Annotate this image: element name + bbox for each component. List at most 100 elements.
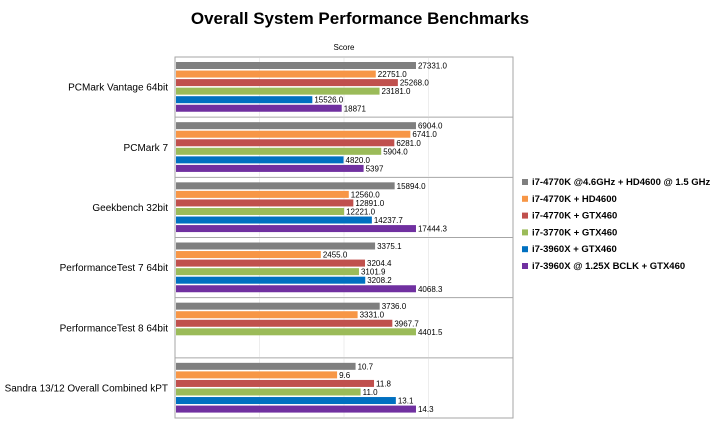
legend-label: i7-3960X @ 1.25X BCLK + GTX460	[532, 261, 685, 272]
bar	[176, 405, 416, 413]
legend-swatch	[522, 195, 528, 202]
bar	[176, 139, 395, 147]
bar	[176, 207, 345, 215]
category-group: Sandra 13/12 Overall Combined kPT 10.7 9.6…	[5, 357, 513, 417]
bar	[176, 251, 321, 259]
bar	[176, 388, 361, 396]
bar	[176, 302, 380, 310]
data-label: 13.1	[398, 397, 414, 406]
bar	[176, 87, 380, 95]
bar	[176, 122, 416, 130]
data-label: 17444.3	[418, 225, 447, 234]
data-label: 4820.0	[346, 156, 371, 165]
legend: i7-4770K @4.6GHz + HD4600 @ 1.5 GHz i7-47…	[522, 177, 711, 272]
data-label: 6741.0	[412, 130, 437, 139]
bar	[176, 311, 358, 319]
data-label: 10.7	[358, 362, 374, 371]
bar	[176, 190, 349, 198]
data-label: 14237.7	[374, 216, 403, 225]
data-label: 11.8	[376, 379, 392, 388]
legend-item: i7-4770K @4.6GHz + HD4600 @ 1.5 GHz	[522, 177, 711, 188]
legend-label: i7-3770K + GTX460	[532, 227, 617, 238]
bar	[176, 397, 396, 405]
data-label: 2455.0	[323, 251, 348, 260]
legend-swatch	[522, 263, 528, 269]
bar	[176, 62, 416, 69]
category-label: PCMark Vantage 64bit	[68, 83, 168, 94]
bar	[176, 79, 398, 87]
bar	[176, 328, 416, 336]
bar	[176, 285, 416, 293]
data-label: 11.0	[363, 388, 379, 397]
legend-swatch	[522, 246, 528, 253]
data-label: 3204.4	[367, 259, 392, 268]
legend-item: i7-3960X @ 1.25X BCLK + GTX460	[522, 261, 685, 272]
category-group: PCMark Vantage 64bit 27331.0 22751.025268.…	[68, 58, 447, 117]
data-label: 15526.0	[314, 96, 343, 105]
bar	[176, 130, 411, 138]
data-label: 18871	[344, 104, 367, 113]
data-label: 5904.0	[383, 147, 408, 156]
bar	[176, 259, 366, 267]
data-label: 14.3	[418, 405, 434, 414]
bar	[176, 164, 364, 172]
data-label: 12221.0	[346, 207, 375, 216]
data-label: 3208.2	[367, 276, 392, 285]
category-group: PerformanceTest 7 64bit 3375.1 2455.0 3204.…	[60, 237, 513, 297]
legend-item: i7-4770K + HD4600	[522, 194, 617, 205]
chart-title: Overall System Performance Benchmarks	[191, 9, 529, 28]
data-label: 25268.0	[400, 79, 429, 88]
bar	[176, 104, 342, 112]
legend-label: i7-4770K @4.6GHz + HD4600 @ 1.5 GHz	[532, 177, 711, 188]
legend-item: i7-4770K + GTX460	[522, 211, 617, 222]
bar	[176, 319, 393, 327]
bar	[176, 379, 375, 387]
bar	[176, 268, 359, 276]
bar	[176, 96, 313, 104]
data-label: 9.6	[339, 371, 351, 380]
legend-label: i7-4770K + HD4600	[532, 194, 617, 205]
bar	[176, 156, 344, 164]
data-label: 6904.0	[418, 122, 443, 131]
bar	[176, 70, 376, 78]
data-label: 12560.0	[351, 190, 380, 199]
data-label: 15894.0	[397, 182, 426, 191]
category-label: Sandra 13/12 Overall Combined kPT	[5, 383, 168, 394]
data-label: 27331.0	[418, 62, 447, 71]
data-label: 3101.9	[361, 268, 386, 277]
data-label: 3331.0	[360, 311, 385, 320]
bar	[176, 242, 376, 250]
bar	[176, 199, 354, 207]
legend-swatch	[522, 212, 528, 219]
data-label: 4068.3	[418, 285, 443, 294]
category-group: Geekbench 32bit 15894.0 12560.012891.01222…	[92, 176, 513, 237]
data-label: 3967.7	[394, 319, 419, 328]
category-label: PCMark 7	[124, 143, 169, 154]
bar	[176, 371, 338, 379]
bar	[176, 362, 356, 370]
legend-item: i7-3960X + GTX460	[522, 244, 617, 255]
bar	[176, 147, 382, 155]
data-label: 3375.1	[377, 242, 402, 251]
bar	[176, 182, 395, 190]
data-label: 23181.0	[382, 87, 411, 96]
data-label: 4401.5	[418, 328, 443, 337]
data-label: 6281.0	[396, 139, 421, 148]
bar	[176, 216, 372, 224]
legend-swatch	[522, 179, 528, 185]
data-label: 3736.0	[382, 302, 407, 311]
category-label: PerformanceTest 7 64bit	[60, 263, 169, 274]
legend-item: i7-3770K + GTX460	[522, 227, 617, 238]
data-label: 12891.0	[355, 199, 384, 208]
category-label: PerformanceTest 8 64bit	[60, 323, 169, 334]
bar	[176, 276, 366, 284]
legend-label: i7-3960X + GTX460	[532, 244, 617, 255]
legend-swatch	[522, 229, 528, 236]
category-label: Geekbench 32bit	[92, 203, 168, 214]
legend-label: i7-4770K + GTX460	[532, 211, 617, 222]
data-label: 22751.0	[378, 70, 407, 79]
x-axis-label: Score	[334, 43, 355, 52]
